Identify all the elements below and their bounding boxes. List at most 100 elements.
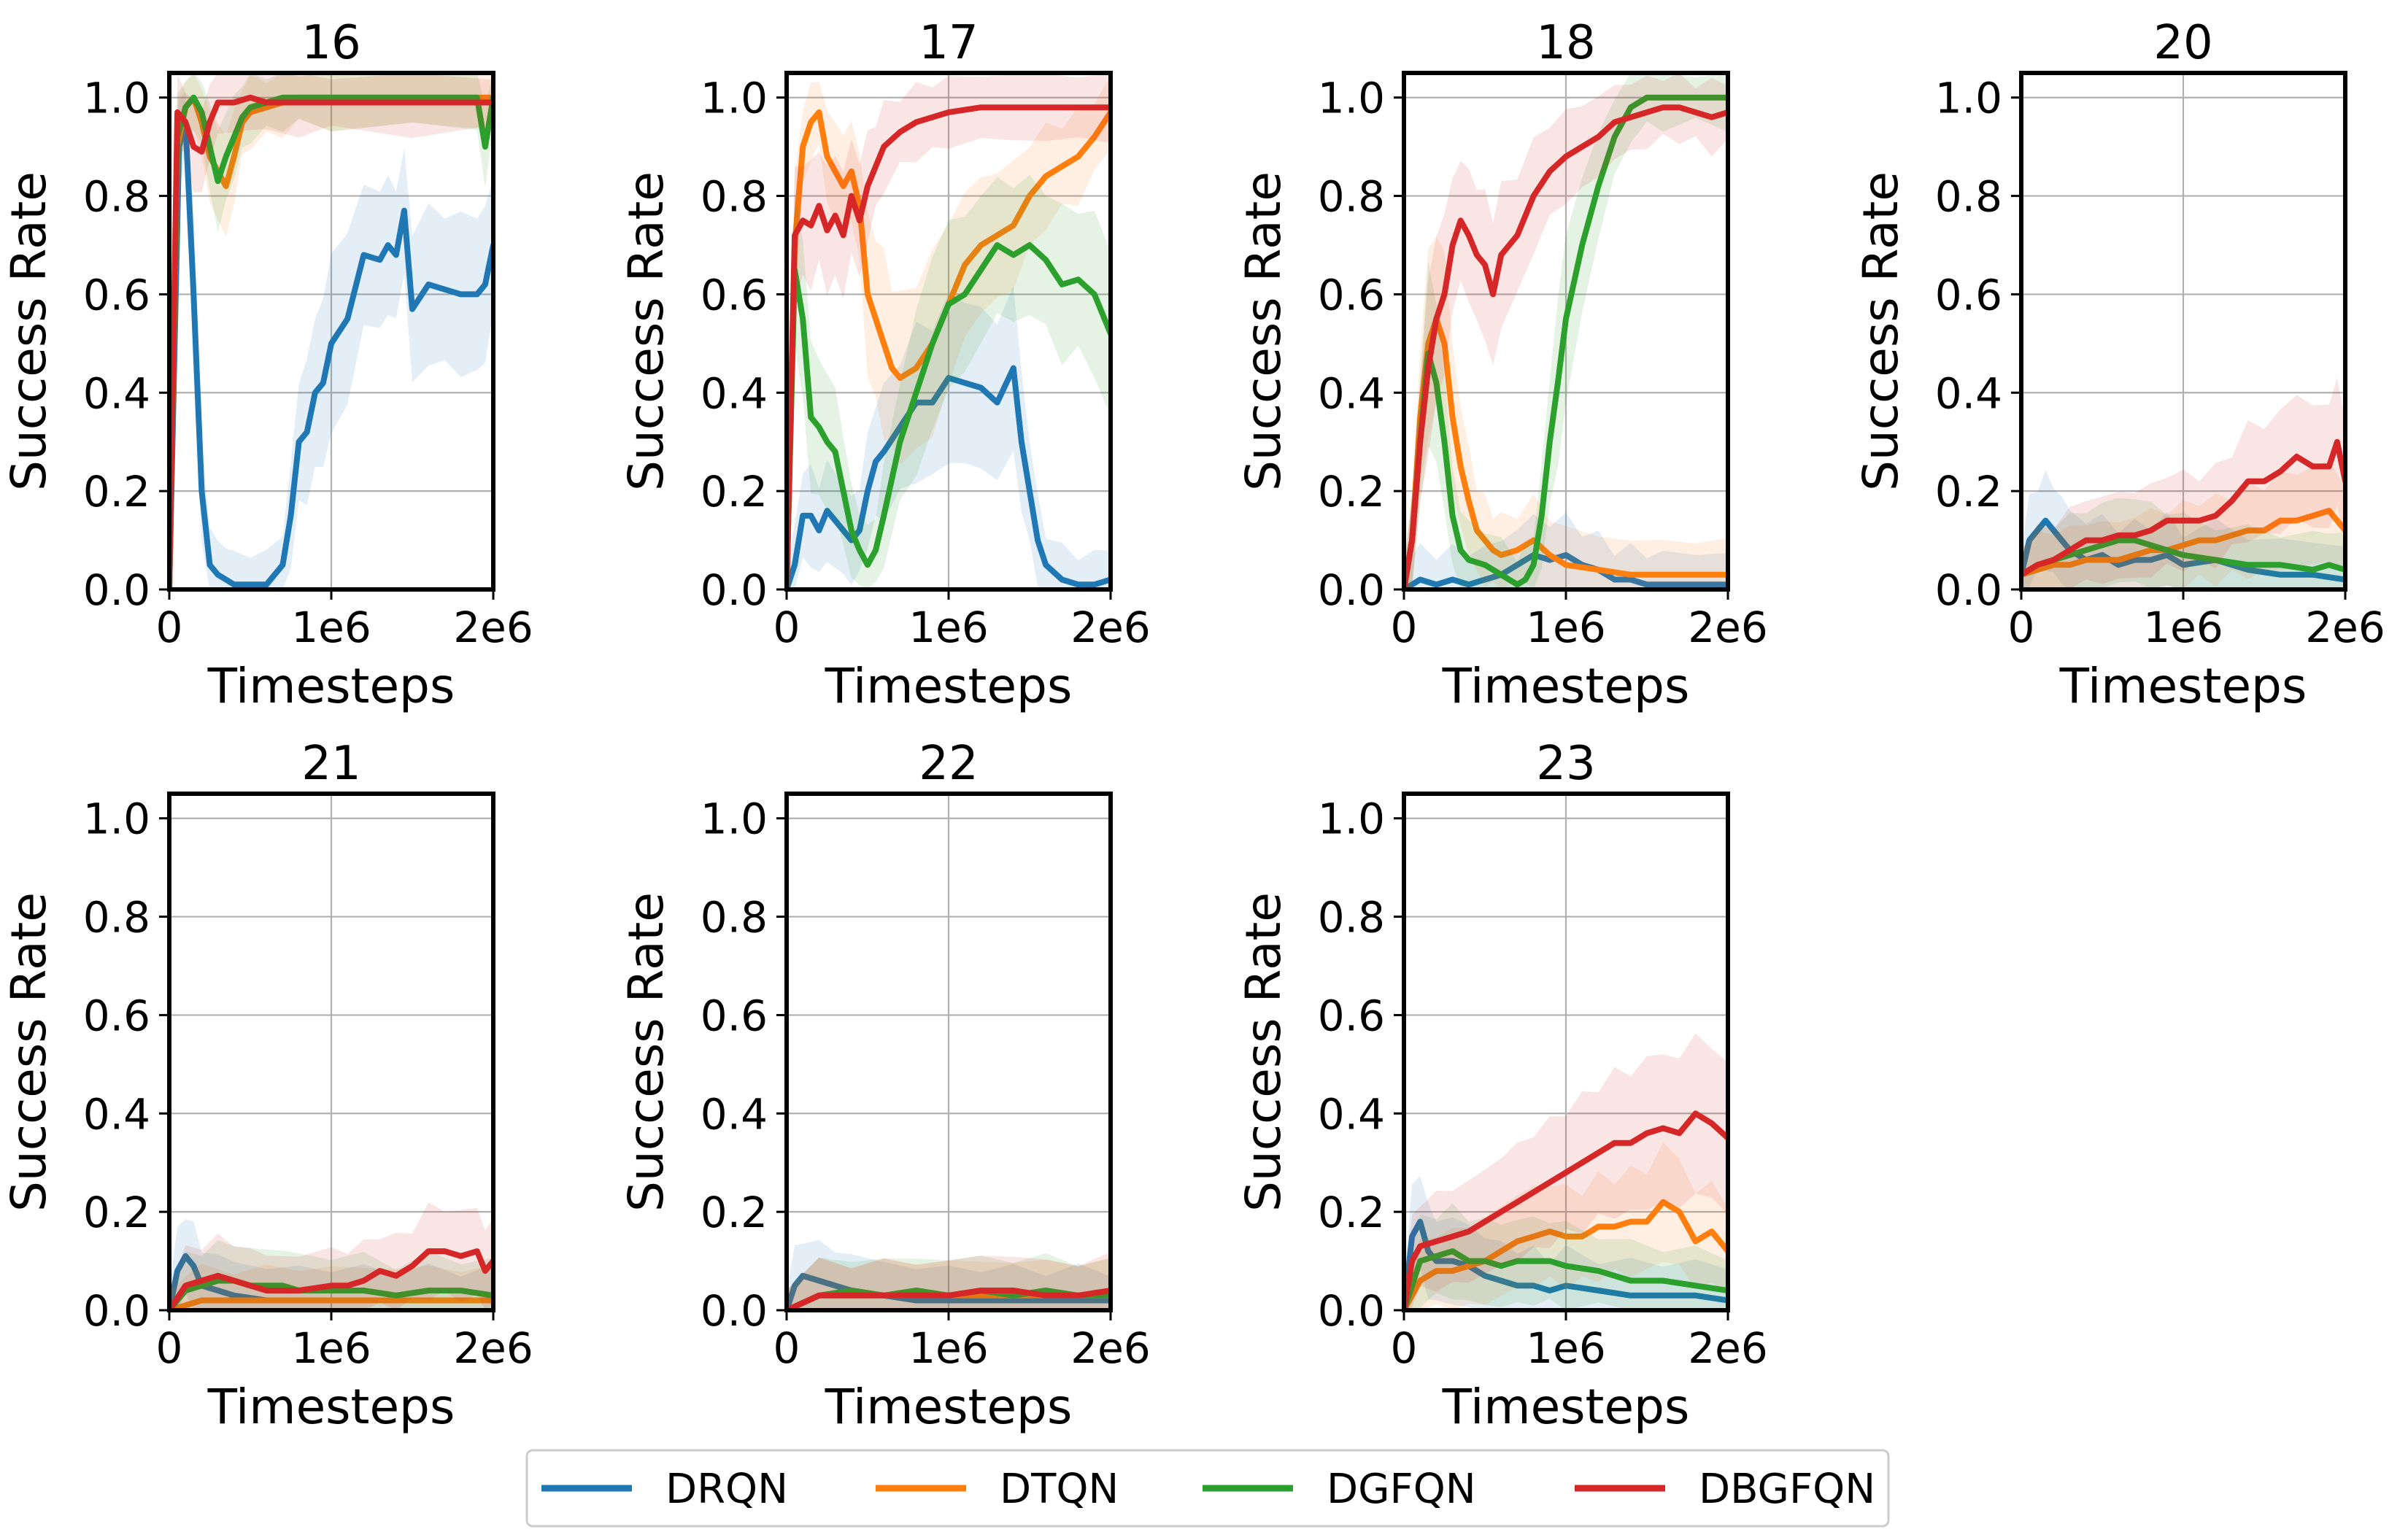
legend-label: DTQN — [1000, 1466, 1119, 1513]
x-axis-label: Timesteps — [825, 1379, 1073, 1435]
band-dtqn — [787, 74, 1111, 589]
series-line-dbgfqn — [169, 94, 493, 589]
y-tick-label: 0.6 — [1935, 270, 2002, 320]
subplot-21: 0 1e6 2e6 0.0 0.2 0.4 0.6 0.8 1.0 21 Timesteps Succ… — [1, 737, 533, 1435]
band-dbgfqn — [2021, 377, 2345, 589]
y-tick-label: 0.6 — [701, 270, 768, 320]
y-tick-label: 0.0 — [1935, 565, 2002, 615]
x-tick-label: 0 — [2008, 603, 2035, 652]
subplot-16: 0 1e6 2e6 0.0 0.2 0.4 0.6 0.8 1.0 16 Timesteps Succ… — [1, 16, 533, 714]
subplot-title: 20 — [2153, 16, 2212, 70]
y-tick-label: 0.2 — [1318, 1188, 1385, 1237]
plot-area — [2021, 377, 2345, 589]
y-tick-label: 0.0 — [701, 565, 768, 615]
band-dbgfqn — [169, 73, 493, 589]
legend: DRQN DTQN DGFQN DBGFQN — [525, 1449, 1890, 1528]
y-tick-label: 0.4 — [1318, 368, 1385, 418]
subplot-title: 22 — [919, 737, 978, 791]
series-line-dtqn — [787, 109, 1111, 589]
legend-item-drqn: DRQN — [541, 1466, 788, 1513]
y-tick-label: 0.0 — [1318, 1286, 1385, 1336]
band-dtqn — [1404, 1142, 1728, 1310]
band-dgfqn — [787, 175, 1111, 589]
y-tick-label: 0.8 — [1935, 172, 2002, 222]
subplot-title: 17 — [919, 16, 978, 70]
x-axis-label: Timesteps — [1442, 658, 1690, 714]
plot-area — [1404, 1033, 1728, 1310]
x-axis-label: Timesteps — [2059, 658, 2307, 714]
legend-item-dbgfqn: DBGFQN — [1575, 1466, 1875, 1513]
y-tick-label: 0.8 — [701, 172, 768, 222]
y-axis-label: Success Rate — [1235, 892, 1292, 1212]
subplot-22: 0 1e6 2e6 0.0 0.2 0.4 0.6 0.8 1.0 22 Timesteps Succ… — [618, 737, 1151, 1435]
y-tick-label: 0.6 — [83, 270, 150, 320]
plot-area — [1404, 73, 1728, 589]
y-tick-label: 0.4 — [1318, 1089, 1385, 1139]
y-tick-label: 1.0 — [83, 794, 150, 844]
y-tick-label: 0.4 — [1935, 368, 2002, 418]
y-tick-label: 0.0 — [1318, 565, 1385, 615]
x-tick-label: 2e6 — [1688, 603, 1768, 652]
y-tick-label: 1.0 — [1318, 794, 1385, 844]
y-tick-label: 0.6 — [83, 991, 150, 1040]
y-tick-label: 0.0 — [83, 565, 150, 615]
band-dbgfqn — [1404, 73, 1728, 589]
legend-label: DRQN — [665, 1466, 788, 1513]
y-axis-label: Success Rate — [1235, 171, 1292, 491]
x-tick-label: 2e6 — [1070, 603, 1151, 652]
y-tick-label: 0.4 — [83, 1089, 150, 1139]
series-line-dtqn — [169, 1297, 493, 1310]
y-tick-label: 0.8 — [83, 172, 150, 222]
x-tick-label: 1e6 — [908, 603, 989, 652]
y-tick-label: 1.0 — [701, 74, 768, 123]
x-axis-label: Timesteps — [825, 658, 1073, 714]
y-tick-label: 0.4 — [701, 368, 768, 418]
series-line-dgfqn — [787, 242, 1111, 589]
series-line-drqn — [2021, 517, 2345, 583]
series-line-drqn — [787, 365, 1111, 589]
x-tick-label: 2e6 — [1688, 1323, 1768, 1373]
subplots: 0 1e6 2e6 0.0 0.2 0.4 0.6 0.8 1.0 16 Timesteps Succ… — [1, 16, 2385, 1435]
x-tick-label: 1e6 — [291, 603, 371, 652]
y-tick-label: 0.4 — [701, 1089, 768, 1139]
series-line-dgfqn — [169, 94, 493, 589]
y-axis-label: Success Rate — [1, 892, 57, 1212]
legend-item-dtqn: DTQN — [876, 1466, 1119, 1513]
x-tick-label: 2e6 — [453, 603, 533, 652]
series-line-dbgfqn — [2021, 438, 2345, 578]
band-dtqn — [1404, 236, 1728, 589]
series-line-drqn — [1404, 552, 1728, 589]
x-tick-label: 2e6 — [453, 1323, 533, 1373]
y-tick-label: 0.8 — [83, 893, 150, 943]
y-tick-label: 0.2 — [83, 467, 150, 517]
x-axis-label: Timesteps — [207, 658, 455, 714]
y-axis-label: Success Rate — [618, 892, 674, 1212]
x-tick-label: 0 — [156, 1323, 183, 1373]
series-line-dbgfqn — [787, 1288, 1111, 1310]
y-axis-label: Success Rate — [1, 171, 57, 491]
subplot-18: 0 1e6 2e6 0.0 0.2 0.4 0.6 0.8 1.0 18 Timesteps Succ… — [1235, 16, 1768, 714]
subplot-23: 0 1e6 2e6 0.0 0.2 0.4 0.6 0.8 1.0 23 Timesteps Succ… — [1235, 737, 1768, 1435]
y-tick-label: 0.2 — [1318, 467, 1385, 517]
x-tick-label: 0 — [1391, 603, 1418, 652]
y-tick-label: 0.4 — [83, 368, 150, 418]
y-tick-label: 1.0 — [701, 794, 768, 844]
y-tick-label: 0.6 — [1318, 270, 1385, 320]
series-line-dbgfqn — [169, 1248, 493, 1310]
subplot-17: 0 1e6 2e6 0.0 0.2 0.4 0.6 0.8 1.0 17 Timesteps Succ… — [618, 16, 1151, 714]
y-tick-label: 0.0 — [701, 1286, 768, 1336]
series-line-dbgfqn — [787, 104, 1111, 589]
legend-label: DBGFQN — [1699, 1466, 1875, 1513]
series-line-dbgfqn — [1404, 1110, 1728, 1310]
y-tick-label: 0.8 — [1318, 172, 1385, 222]
x-axis-label: Timesteps — [1442, 1379, 1690, 1435]
subplot-title: 23 — [1536, 737, 1595, 791]
band-drqn — [1404, 512, 1728, 589]
x-tick-label: 1e6 — [1526, 1323, 1606, 1373]
series-line-dgfqn — [1404, 94, 1728, 589]
subplot-20: 0 1e6 2e6 0.0 0.2 0.4 0.6 0.8 1.0 20 Timesteps Succ… — [1853, 16, 2385, 714]
y-tick-label: 0.8 — [1318, 893, 1385, 943]
subplot-title: 18 — [1536, 16, 1595, 70]
series-line-drqn — [169, 119, 493, 589]
